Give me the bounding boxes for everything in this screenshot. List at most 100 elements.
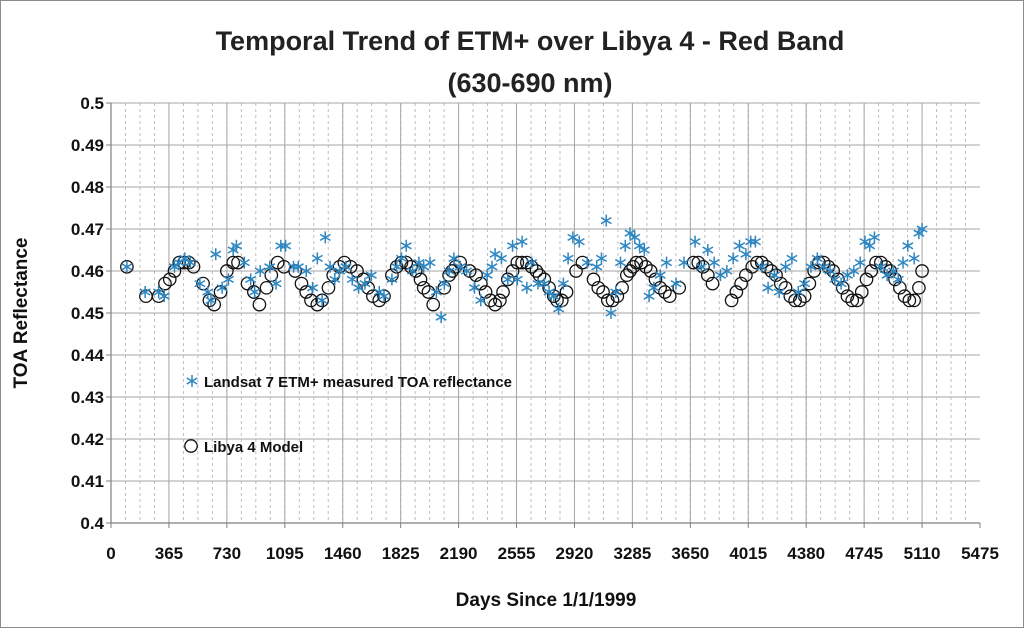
model-point xyxy=(493,293,507,308)
measured-point xyxy=(854,256,866,269)
measured-point xyxy=(395,252,408,265)
measured-point xyxy=(610,286,622,298)
legend-label-etm: Landsat 7 ETM+ measured TOA reflectance xyxy=(204,374,512,391)
measured-point xyxy=(526,256,538,269)
measured-point xyxy=(605,307,617,319)
model-point xyxy=(158,276,172,291)
x-tick-label: 3285 xyxy=(613,544,651,563)
model-point xyxy=(321,280,336,295)
model-point xyxy=(700,268,715,283)
measured-point xyxy=(557,277,569,290)
measured-point xyxy=(548,290,560,303)
y-tick-label: 0.49 xyxy=(71,136,104,155)
measured-point xyxy=(727,252,739,265)
measured-point xyxy=(406,265,419,277)
x-tick-label: 365 xyxy=(155,544,183,563)
measured-point xyxy=(502,273,514,286)
measured-point xyxy=(595,252,608,265)
measured-point xyxy=(340,260,352,273)
model-point xyxy=(850,293,864,308)
measured-point xyxy=(762,281,774,294)
measured-point xyxy=(516,235,528,248)
model-point xyxy=(629,255,644,270)
measured-point xyxy=(202,286,214,298)
measured-point xyxy=(324,260,336,273)
model-point xyxy=(413,272,428,287)
model-point xyxy=(662,289,677,304)
measured-point xyxy=(249,286,261,298)
model-point xyxy=(445,264,460,278)
model-point xyxy=(162,272,177,287)
measured-point xyxy=(600,214,612,227)
measured-point xyxy=(581,256,593,269)
measured-point xyxy=(733,239,746,252)
measured-point xyxy=(749,235,761,248)
measured-point xyxy=(660,256,673,269)
x-tick-label: 1095 xyxy=(266,544,304,563)
measured-point xyxy=(346,273,358,286)
measured-point xyxy=(619,239,631,252)
measured-point xyxy=(591,260,603,273)
measured-point xyxy=(908,252,920,265)
y-tick-label: 0.5 xyxy=(80,94,104,113)
model-point xyxy=(600,293,615,308)
model-point xyxy=(610,289,625,304)
model-point xyxy=(854,285,869,299)
model-point xyxy=(213,285,228,299)
model-point xyxy=(426,297,441,312)
measured-point xyxy=(311,252,323,265)
model-point xyxy=(897,289,912,304)
chart-subtitle: (630-690 nm) xyxy=(447,68,613,98)
model-point xyxy=(864,264,879,278)
measured-point xyxy=(222,273,235,286)
model-point xyxy=(729,285,744,299)
model-point xyxy=(859,272,874,287)
measured-point xyxy=(307,281,319,294)
model-point xyxy=(246,285,261,299)
measured-point xyxy=(365,269,377,282)
measured-point xyxy=(319,231,331,244)
y-tick-label: 0.42 xyxy=(71,430,104,449)
x-tick-label: 2555 xyxy=(498,544,536,563)
model-point xyxy=(888,272,902,287)
model-point xyxy=(488,297,502,312)
measured-point xyxy=(468,281,481,294)
measured-point xyxy=(481,269,493,282)
model-point xyxy=(840,289,855,304)
legend-circle-icon xyxy=(184,439,198,453)
measured-point xyxy=(902,239,914,252)
measured-point xyxy=(378,290,390,303)
measured-point xyxy=(868,231,881,244)
model-point xyxy=(724,293,739,308)
measured-point xyxy=(424,256,436,269)
y-tick-label: 0.4 xyxy=(80,514,104,533)
model-point xyxy=(835,280,850,295)
measured-point xyxy=(329,273,341,286)
model-point xyxy=(773,276,788,291)
model-point xyxy=(705,276,720,291)
model-point xyxy=(912,280,926,295)
measured-point xyxy=(670,277,682,290)
x-tick-label: 0 xyxy=(106,544,115,563)
measured-point xyxy=(721,265,733,277)
measured-point xyxy=(373,286,385,298)
measured-point xyxy=(316,294,328,307)
measured-point xyxy=(205,294,217,307)
measured-point xyxy=(179,252,191,265)
measured-point xyxy=(495,252,508,265)
model-point xyxy=(510,255,525,270)
model-point xyxy=(745,259,760,274)
measured-point xyxy=(254,265,266,277)
model-point xyxy=(469,268,483,283)
y-tick-label: 0.45 xyxy=(71,304,104,323)
measured-point xyxy=(506,239,519,252)
measured-point xyxy=(553,302,565,315)
x-tick-label: 5110 xyxy=(904,544,941,563)
model-point xyxy=(696,259,710,274)
measured-point xyxy=(511,273,523,286)
x-tick-label: 5475 xyxy=(961,544,999,563)
model-point xyxy=(416,280,431,295)
measured-point xyxy=(745,235,757,248)
model-point xyxy=(769,268,783,283)
model-point xyxy=(120,259,134,274)
